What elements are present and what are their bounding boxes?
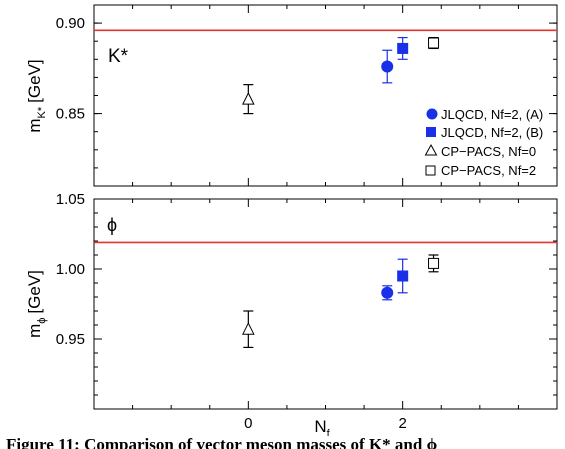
- legend-marker-jlqcd-a: [426, 108, 438, 120]
- panel-phi-ylabel-unit: [GeV]: [25, 270, 44, 313]
- figure-caption-text: Figure 11: Comparison of vector meson ma…: [6, 436, 438, 449]
- panel-phi: 0.951.001.05 ϕ mϕ[GeV]: [25, 191, 558, 410]
- y-tick-label-phi: 0.95: [56, 331, 85, 348]
- point-kstar-open-square: [428, 37, 440, 49]
- legend-marker-cppacs-nf0: [424, 143, 438, 156]
- legend-label-jlqcd-b: JLQCD, Nf=2, (B): [441, 125, 543, 140]
- panel-kstar-label: K*: [108, 46, 129, 67]
- y-tick-label-phi: 1.00: [56, 261, 85, 278]
- panel-phi-ylabel-main: m: [25, 324, 44, 338]
- y-tick-label-phi: 1.05: [56, 191, 85, 208]
- x-tick-label: 2: [398, 415, 406, 432]
- panel-kstar-ylabel-main: m: [25, 118, 44, 132]
- x-axis-label-main: N: [314, 417, 326, 436]
- panel-kstar-ylabel-unit: [GeV]: [25, 59, 44, 102]
- chart-figure: 0.850.90 K* mK*[GeV] JLQCD, Nf=2, (A) JL…: [25, 4, 558, 436]
- legend-marker-cppacs-nf2: [425, 165, 436, 176]
- panel-phi-ylabel-sub: ϕ: [36, 318, 48, 324]
- x-axis-label: Nf: [314, 417, 330, 436]
- panel-phi-label: ϕ: [107, 215, 117, 235]
- panel-kstar-ylabel-sub: K*: [36, 106, 48, 118]
- panel-kstar-ylabel: mK* [GeV]: [25, 59, 48, 132]
- x-axis-label-sub: f: [327, 428, 331, 436]
- panel-kstar: 0.850.90 K* mK*[GeV] JLQCD, Nf=2, (A) JL…: [25, 4, 558, 187]
- legend-marker-jlqcd-b: [426, 127, 436, 137]
- legend-label-jlqcd-a: JLQCD, Nf=2, (A): [441, 107, 543, 122]
- y-tick-label-kstar: 0.90: [56, 15, 85, 32]
- legend: JLQCD, Nf=2, (A) JLQCD, Nf=2, (B) CP−PAC…: [424, 107, 543, 178]
- point-kstar-filled-square: [397, 42, 409, 54]
- panel-phi-ylabel: mϕ [GeV]: [25, 270, 48, 338]
- point-phi-open-square: [428, 257, 440, 269]
- legend-label-cppacs-nf0: CP−PACS, Nf=0: [441, 144, 536, 159]
- y-tick-label-kstar: 0.85: [56, 106, 85, 123]
- x-tick-label: 0: [244, 415, 252, 432]
- panel-phi-frame: [93, 198, 558, 410]
- point-phi-filled-circle: [381, 286, 394, 299]
- point-kstar-open-triangle: [242, 92, 255, 105]
- point-kstar-filled-circle: [381, 60, 394, 73]
- legend-label-cppacs-nf2: CP−PACS, Nf=2: [441, 163, 536, 178]
- figure-caption: Figure 11: Comparison of vector meson ma…: [0, 436, 565, 449]
- point-phi-filled-square: [397, 270, 409, 282]
- point-phi-open-triangle: [242, 322, 255, 335]
